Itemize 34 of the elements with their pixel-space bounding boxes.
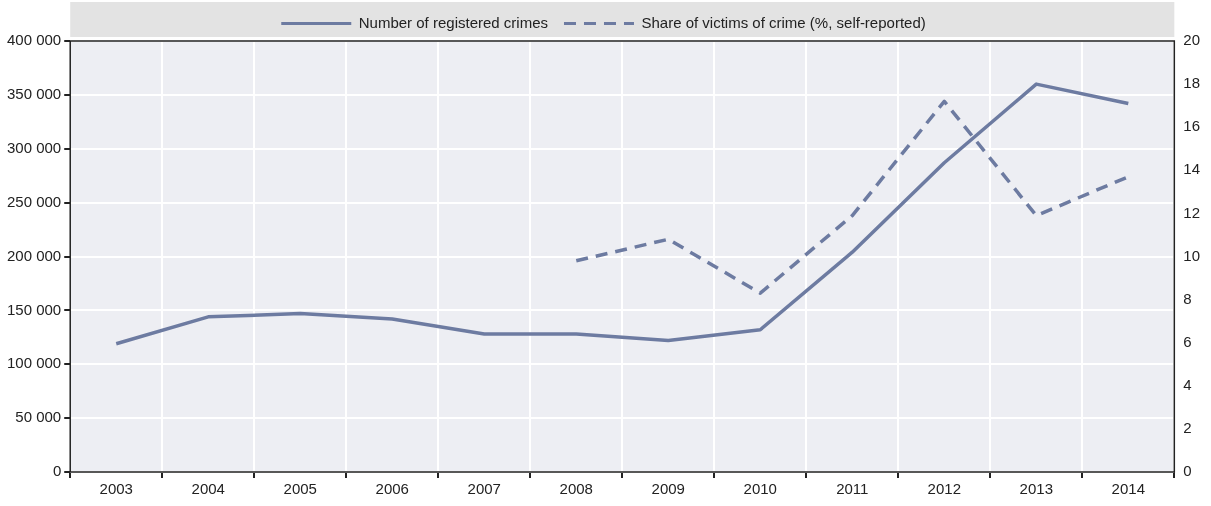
x-tick-label: 2008 [559, 480, 593, 498]
y-tick-label: 150 000 [6, 300, 62, 318]
y-tick-label: 250 000 [6, 192, 62, 210]
x-tick-label: 2007 [467, 480, 501, 498]
y2-tick-label: 6 [1183, 332, 1192, 350]
y-tick-label: 300 000 [6, 138, 62, 156]
y2-tick-label: 4 [1183, 375, 1192, 393]
y2-tick-label: 8 [1183, 289, 1192, 307]
y-tick-label: 50 000 [15, 408, 62, 426]
y-tick-label: 400 000 [6, 31, 62, 49]
y-tick-label: 200 000 [6, 246, 62, 264]
x-tick-label: 2011 [836, 480, 869, 498]
y2-tick-label: 14 [1183, 160, 1200, 178]
x-tick-label: 2012 [927, 480, 961, 498]
y2-tick-label: 16 [1183, 117, 1200, 135]
legend-label: Share of victims of crime (%, self-reported) [641, 13, 926, 31]
y2-tick-label: 20 [1183, 31, 1200, 49]
x-tick-label: 2013 [1019, 480, 1053, 498]
y-tick-label: 100 000 [6, 354, 62, 372]
y2-tick-label: 0 [1183, 462, 1192, 480]
x-tick-label: 2014 [1111, 480, 1145, 498]
x-tick-label: 2006 [375, 480, 409, 498]
x-tick-label: 2009 [651, 480, 685, 498]
x-tick-label: 2003 [99, 480, 133, 498]
y2-tick-label: 10 [1183, 246, 1200, 264]
y2-tick-label: 2 [1183, 419, 1192, 437]
x-tick-label: 2010 [743, 480, 777, 498]
y-tick-label: 0 [52, 462, 62, 480]
x-tick-label: 2004 [191, 480, 225, 498]
y-tick-label: 350 000 [6, 85, 62, 103]
y2-tick-label: 12 [1183, 203, 1200, 221]
legend-label: Number of registered crimes [358, 13, 548, 31]
y2-tick-label: 18 [1183, 74, 1200, 92]
x-tick-label: 2005 [283, 480, 317, 498]
